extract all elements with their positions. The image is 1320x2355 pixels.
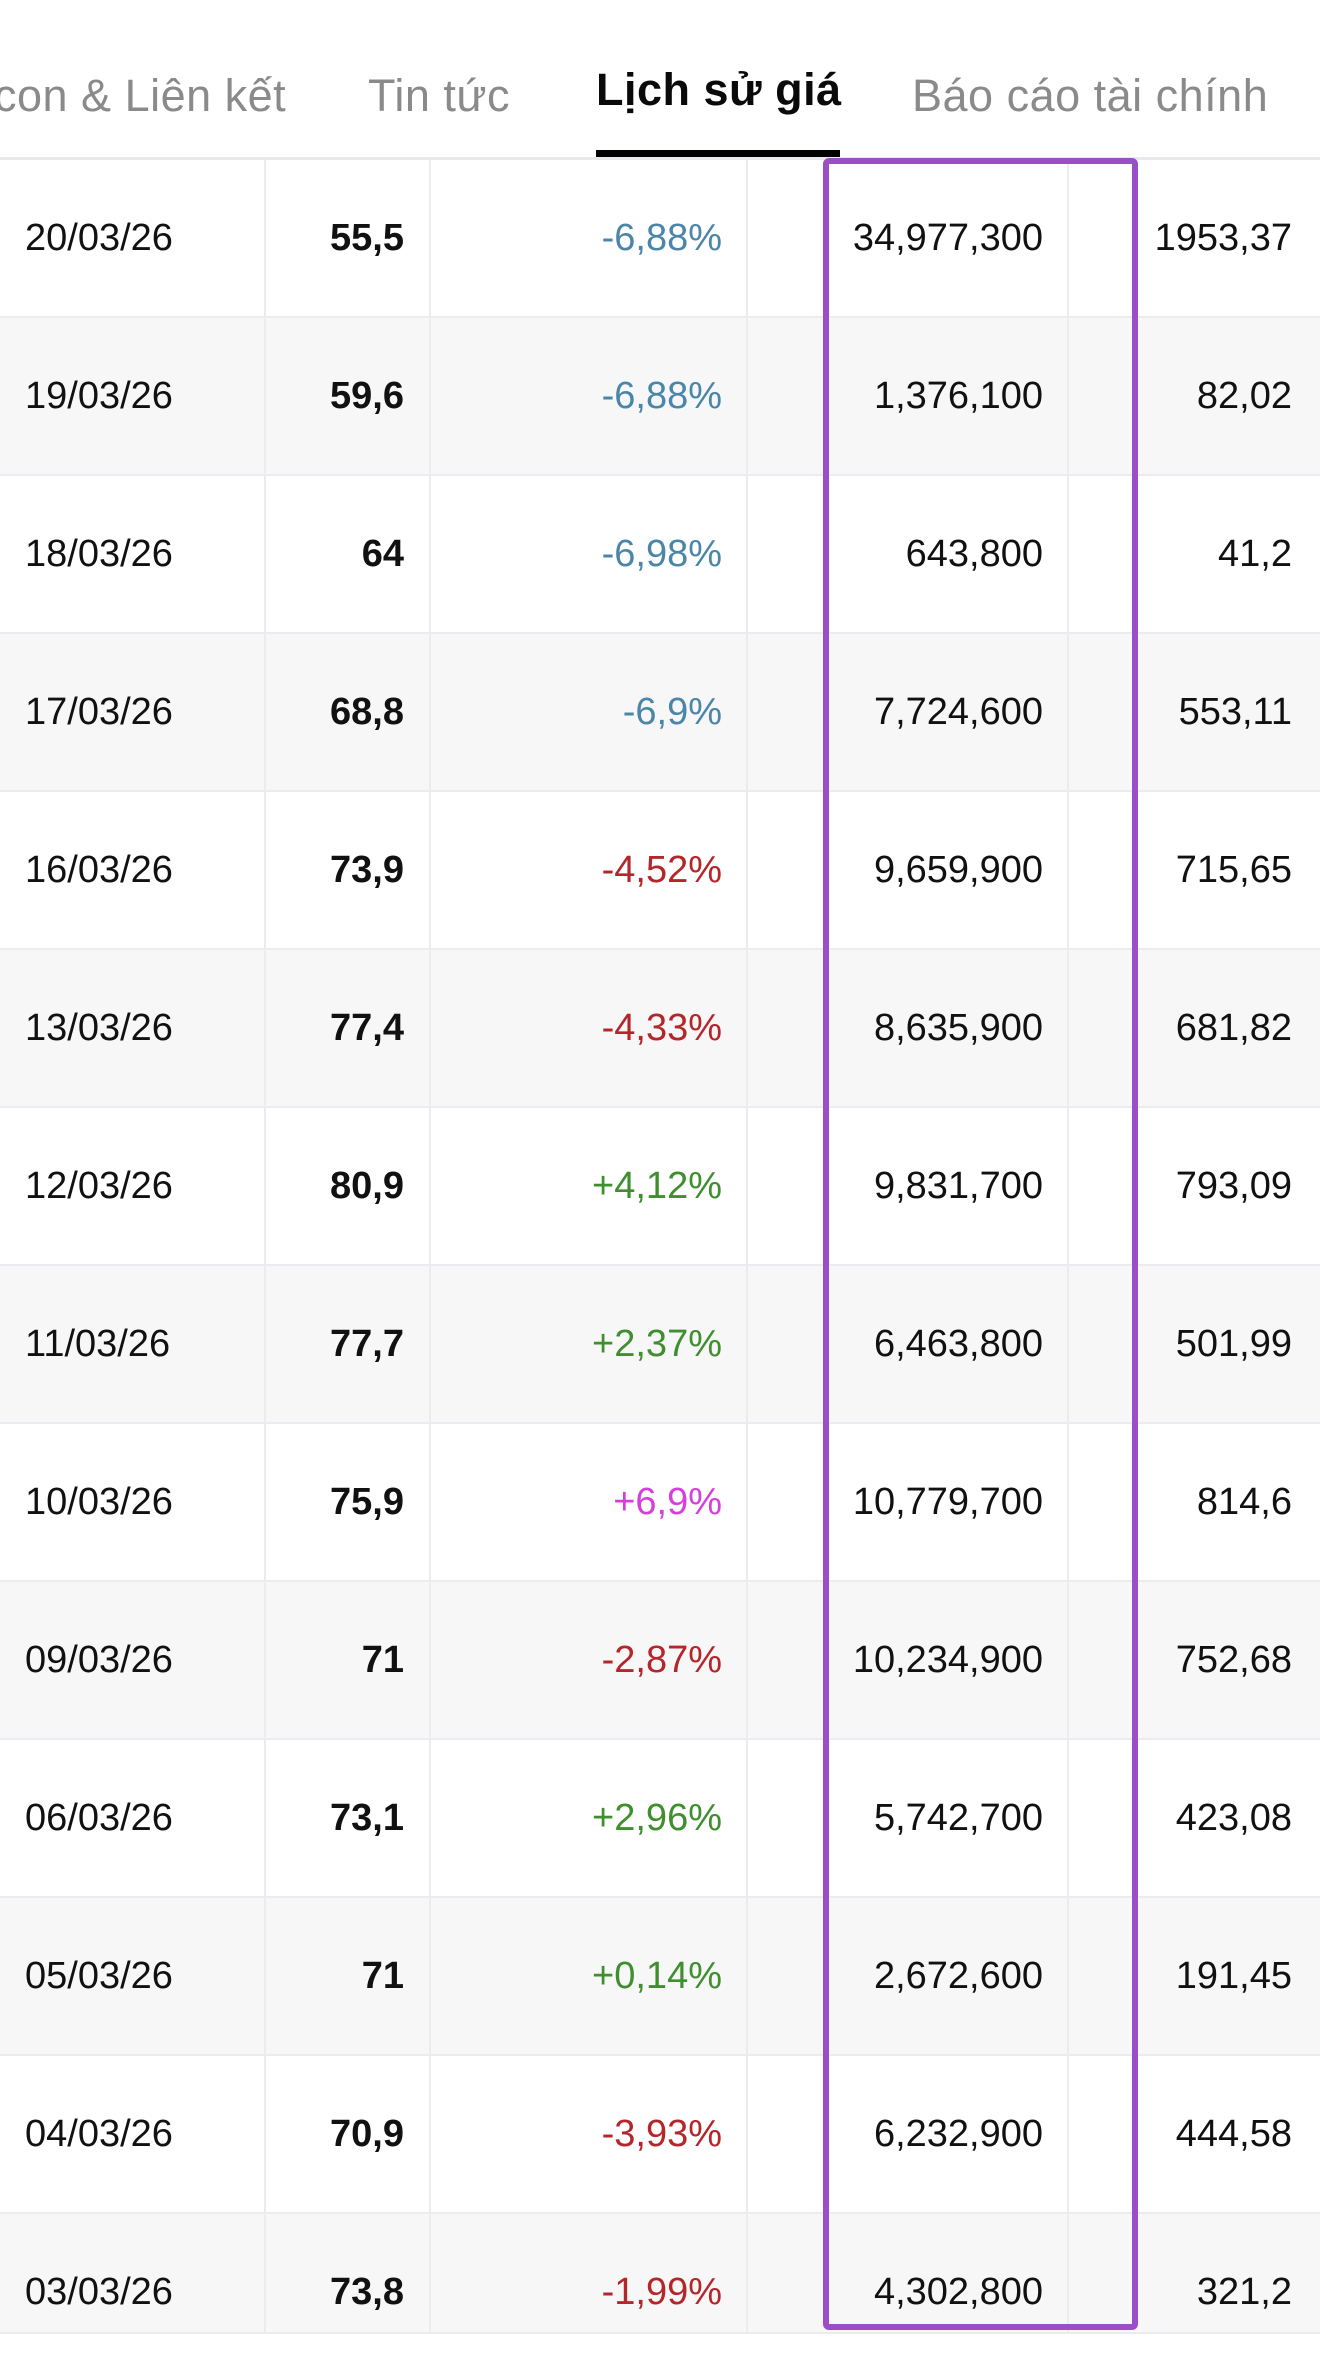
trade-volume: 7,724,600 [873, 690, 1043, 733]
table-row[interactable]: 04/03/26 70,9 -3,93% 6,232,900 444,58 [0, 2056, 1320, 2214]
table-row[interactable]: 11/03/26 77,7 +2,37% 6,463,800 501,99 [0, 1266, 1320, 1424]
close-price: 80,9 [330, 1164, 404, 1207]
tab-subsidiaries[interactable]: con & Liên kết [0, 70, 287, 121]
tab-financial-reports[interactable]: Báo cáo tài chính [912, 70, 1269, 121]
close-price: 59,6 [330, 374, 404, 417]
price-change-percent: -4,33% [601, 1006, 722, 1049]
trade-date: 12/03/26 [25, 1164, 173, 1207]
column-divider [264, 160, 266, 2332]
trade-value: 1953,37 [1154, 216, 1292, 259]
column-divider [429, 160, 431, 2332]
trade-volume: 4,302,800 [873, 2270, 1043, 2313]
price-change-percent: +2,96% [592, 1796, 722, 1839]
table-row[interactable]: 16/03/26 73,9 -4,52% 9,659,900 715,65 [0, 792, 1320, 950]
trade-volume: 2,672,600 [873, 1954, 1043, 1997]
price-change-percent: +4,12% [592, 1164, 722, 1207]
close-price: 55,5 [330, 216, 404, 259]
price-change-percent: -6,9% [622, 690, 722, 733]
price-change-percent: +6,9% [613, 1480, 722, 1523]
trade-date: 13/03/26 [25, 1006, 173, 1049]
trade-value: 444,58 [1175, 2112, 1292, 2155]
close-price: 77,7 [330, 1322, 404, 1365]
trade-value: 814,6 [1196, 1480, 1292, 1523]
table-row[interactable]: 10/03/26 75,9 +6,9% 10,779,700 814,6 [0, 1424, 1320, 1582]
table-row[interactable]: 06/03/26 73,1 +2,96% 5,742,700 423,08 [0, 1740, 1320, 1898]
price-change-percent: +0,14% [592, 1954, 722, 1997]
price-change-percent: -6,88% [601, 374, 722, 417]
table-row[interactable]: 03/03/26 73,8 -1,99% 4,302,800 321,2 [0, 2214, 1320, 2332]
price-history-table: 20/03/26 55,5 -6,88% 34,977,300 1953,37 19/03… [0, 160, 1320, 2332]
trade-date: 10/03/26 [25, 1480, 173, 1523]
trade-date: 20/03/26 [25, 216, 173, 259]
trade-value: 793,09 [1175, 1164, 1292, 1207]
close-price: 71 [361, 1638, 404, 1681]
table-row[interactable]: 09/03/26 71 -2,87% 10,234,900 752,68 [0, 1582, 1320, 1740]
close-price: 73,8 [330, 2270, 404, 2313]
trade-volume: 34,977,300 [852, 216, 1043, 259]
trade-volume: 6,463,800 [873, 1322, 1043, 1365]
trade-date: 03/03/26 [25, 2270, 173, 2313]
price-change-percent: -4,52% [601, 848, 722, 891]
table-bottom-edge [0, 2332, 1320, 2355]
close-price: 70,9 [330, 2112, 404, 2155]
price-change-percent: -1,99% [601, 2270, 722, 2313]
trade-value: 501,99 [1175, 1322, 1292, 1365]
table-row[interactable]: 18/03/26 64 -6,98% 643,800 41,2 [0, 476, 1320, 634]
trade-volume: 9,831,700 [873, 1164, 1043, 1207]
trade-volume: 10,779,700 [852, 1480, 1043, 1523]
price-change-percent: -6,98% [601, 532, 722, 575]
price-change-percent: -3,93% [601, 2112, 722, 2155]
tab-bar: con & Liên kết Tin tức Lịch sử giá Báo c… [0, 0, 1320, 160]
table-row[interactable]: 05/03/26 71 +0,14% 2,672,600 191,45 [0, 1898, 1320, 2056]
trade-volume: 643,800 [905, 532, 1043, 575]
column-divider [746, 160, 748, 2332]
trade-volume: 10,234,900 [852, 1638, 1043, 1681]
trade-value: 423,08 [1175, 1796, 1292, 1839]
table-row[interactable]: 17/03/26 68,8 -6,9% 7,724,600 553,11 [0, 634, 1320, 792]
close-price: 75,9 [330, 1480, 404, 1523]
column-divider [1067, 160, 1069, 2332]
trade-date: 04/03/26 [25, 2112, 173, 2155]
trade-value: 715,65 [1175, 848, 1292, 891]
trade-date: 17/03/26 [25, 690, 173, 733]
trade-volume: 8,635,900 [873, 1006, 1043, 1049]
table-row[interactable]: 19/03/26 59,6 -6,88% 1,376,100 82,02 [0, 318, 1320, 476]
close-price: 73,1 [330, 1796, 404, 1839]
trade-date: 18/03/26 [25, 532, 173, 575]
trade-value: 82,02 [1196, 374, 1292, 417]
trade-value: 553,11 [1178, 690, 1292, 733]
trade-value: 321,2 [1196, 2270, 1292, 2313]
table-row[interactable]: 20/03/26 55,5 -6,88% 34,977,300 1953,37 [0, 160, 1320, 318]
trade-date: 05/03/26 [25, 1954, 173, 1997]
close-price: 68,8 [330, 690, 404, 733]
active-tab-indicator [596, 150, 840, 157]
close-price: 64 [361, 532, 404, 575]
table-row[interactable]: 12/03/26 80,9 +4,12% 9,831,700 793,09 [0, 1108, 1320, 1266]
tab-price-history[interactable]: Lịch sử giá [596, 64, 842, 115]
trade-value: 681,82 [1175, 1006, 1292, 1049]
trade-volume: 1,376,100 [873, 374, 1043, 417]
trade-date: 19/03/26 [25, 374, 173, 417]
trade-value: 191,45 [1175, 1954, 1292, 1997]
table-row[interactable]: 13/03/26 77,4 -4,33% 8,635,900 681,82 [0, 950, 1320, 1108]
price-change-percent: -6,88% [601, 216, 722, 259]
price-change-percent: +2,37% [592, 1322, 722, 1365]
trade-volume: 6,232,900 [873, 2112, 1043, 2155]
trade-value: 752,68 [1175, 1638, 1292, 1681]
tab-news[interactable]: Tin tức [368, 70, 510, 121]
trade-date: 09/03/26 [25, 1638, 173, 1681]
close-price: 73,9 [330, 848, 404, 891]
close-price: 71 [361, 1954, 404, 1997]
trade-date: 11/03/26 [25, 1322, 171, 1365]
trade-volume: 9,659,900 [873, 848, 1043, 891]
trade-date: 16/03/26 [25, 848, 173, 891]
trade-date: 06/03/26 [25, 1796, 173, 1839]
price-change-percent: -2,87% [601, 1638, 722, 1681]
trade-value: 41,2 [1218, 532, 1292, 575]
close-price: 77,4 [330, 1006, 404, 1049]
trade-volume: 5,742,700 [873, 1796, 1043, 1839]
